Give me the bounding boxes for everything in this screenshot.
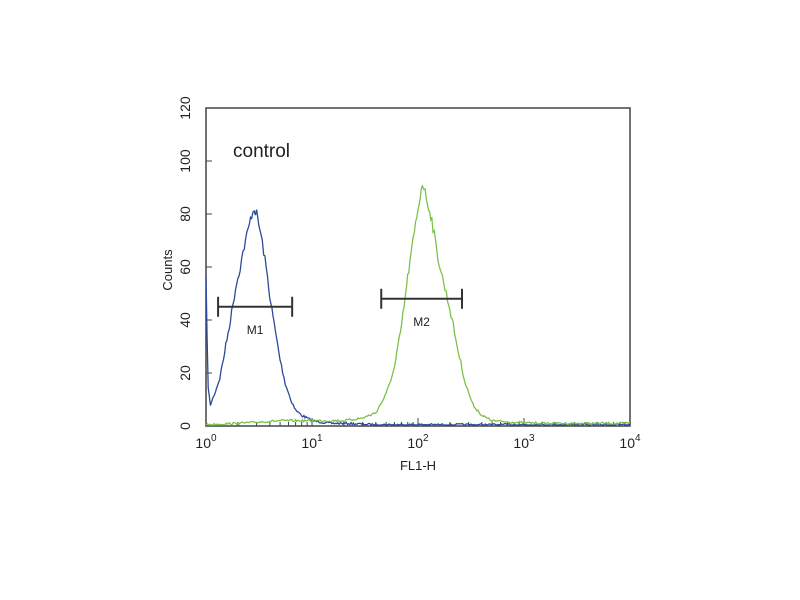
y-tick-label: 20 [177, 365, 193, 381]
x-tick-label: 102 [407, 433, 429, 451]
gate-marker-m1: M1 [217, 296, 294, 337]
y-tick-label: 100 [177, 149, 193, 173]
y-tick-label: 80 [177, 206, 193, 222]
gate-markers: M1 M2 [217, 288, 463, 337]
gate-label: M1 [247, 323, 264, 337]
y-tick-label: 40 [177, 312, 193, 328]
chart-annotation: control [233, 141, 290, 162]
gate-label: M2 [413, 315, 430, 329]
gate-marker-m2: M2 [380, 288, 463, 329]
series-2-line [205, 184, 631, 426]
y-tick-label: 120 [177, 96, 193, 120]
y-axis-title: Counts [160, 249, 175, 291]
x-axis-title: FL1-H [400, 458, 436, 473]
x-tick-label: 100 [195, 433, 217, 451]
x-tick-label: 101 [301, 433, 323, 451]
x-tick-label: 104 [619, 433, 641, 451]
y-tick-label: 0 [177, 422, 193, 430]
y-tick-label: 60 [177, 259, 193, 275]
y-axis: 0 20 40 60 80 100 120 [177, 96, 212, 430]
x-tick-label: 103 [513, 433, 535, 451]
series-1-line [205, 209, 631, 426]
series-layer [205, 184, 631, 426]
